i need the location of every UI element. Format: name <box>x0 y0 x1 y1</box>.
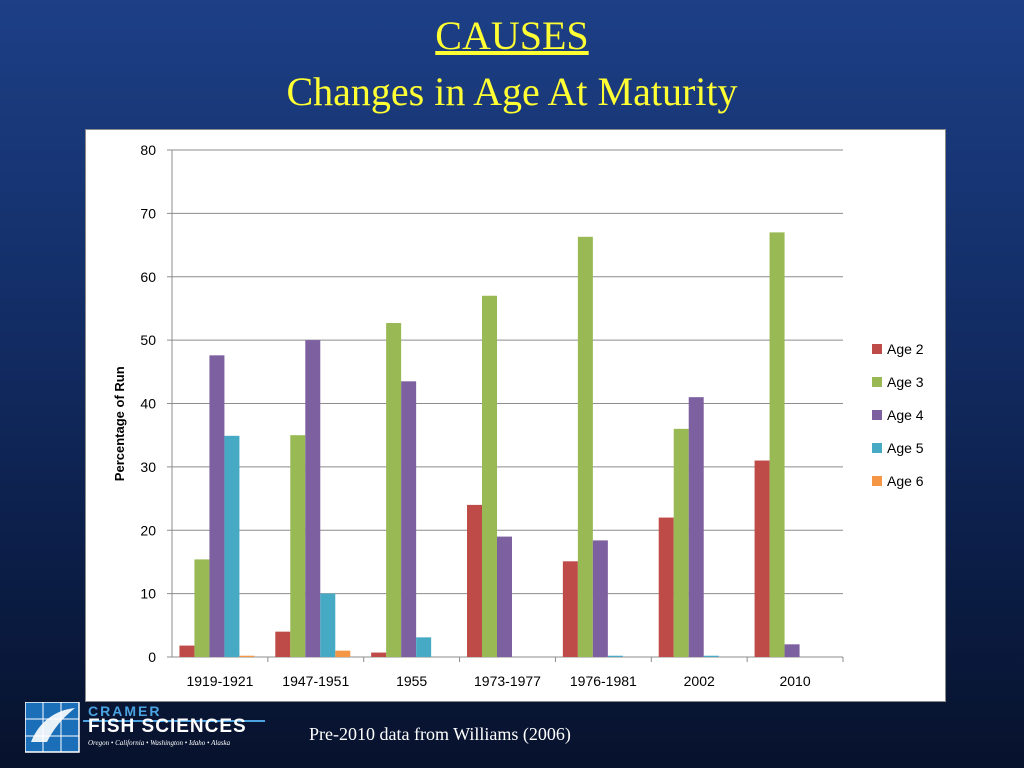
y-tick-label: 80 <box>140 142 156 158</box>
chart-frame: 0 10 20 30 40 50 60 70 80 1919-1921 1947-1951 1955 1… <box>85 129 946 702</box>
y-tick-label: 40 <box>140 396 156 412</box>
x-tick-label: 1947-1951 <box>282 673 349 689</box>
bar <box>482 295 497 657</box>
bar <box>592 540 608 657</box>
x-tick-label: 1955 <box>396 673 427 689</box>
bar <box>401 381 417 657</box>
legend-label: Age 6 <box>887 473 924 489</box>
legend-swatch <box>872 443 882 453</box>
bar <box>371 652 387 657</box>
bar <box>769 232 785 657</box>
logo-text-fish-sciences: FISH SCIENCES <box>88 716 247 737</box>
x-tick-label: 1973-1977 <box>474 673 541 689</box>
bar <box>688 397 704 657</box>
bar <box>275 631 291 657</box>
bar <box>497 536 512 657</box>
y-tick-label: 70 <box>140 205 156 221</box>
x-tick-label: 2002 <box>684 673 715 689</box>
slide-subtitle: Changes in Age At Maturity <box>286 69 738 114</box>
legend-swatch <box>872 344 882 354</box>
legend-swatch <box>872 410 882 420</box>
x-tick-label: 2010 <box>779 673 810 689</box>
bar <box>607 655 623 657</box>
bar <box>467 504 482 657</box>
bar-chart: 0 10 20 30 40 50 60 70 80 1919-1921 1947-1951 1955 1… <box>112 142 924 689</box>
legend-swatch <box>872 377 882 387</box>
legend-label: Age 4 <box>887 407 924 423</box>
bar <box>179 645 195 657</box>
bar <box>335 650 351 657</box>
y-tick-label: 20 <box>140 522 156 538</box>
bar <box>194 559 210 657</box>
bar <box>577 236 593 657</box>
source-note: Pre-2010 data from Williams (2006) <box>309 724 571 744</box>
bar <box>320 593 336 657</box>
bar <box>784 644 800 657</box>
x-tick-label: 1976-1981 <box>570 673 637 689</box>
logo-text-locations: Oregon • California • Washington • Idaho… <box>88 739 231 747</box>
bar <box>290 435 306 657</box>
y-tick-label: 50 <box>140 332 156 348</box>
bar <box>209 355 225 657</box>
y-tick-label: 30 <box>140 459 156 475</box>
bar <box>703 655 719 657</box>
bar <box>658 517 674 657</box>
y-tick-label: 0 <box>148 649 156 665</box>
legend-label: Age 5 <box>887 440 924 456</box>
legend-swatch <box>872 476 882 486</box>
bar <box>754 460 770 657</box>
bar <box>224 435 240 657</box>
bar <box>562 561 578 657</box>
bar <box>239 655 255 657</box>
y-tick-label: 60 <box>140 269 156 285</box>
legend-label: Age 3 <box>887 374 924 390</box>
bar <box>416 637 432 657</box>
x-tick-label: 1919-1921 <box>186 673 253 689</box>
legend-label: Age 2 <box>887 341 924 357</box>
cramer-fish-sciences-logo <box>25 702 265 753</box>
bar <box>305 340 321 657</box>
y-axis-label: Percentage of Run <box>112 366 127 481</box>
y-tick-label: 10 <box>140 586 156 602</box>
bar <box>386 323 402 657</box>
slide-title: CAUSES <box>435 13 589 58</box>
bar <box>673 428 689 657</box>
logo-text-cramer: CRAMER <box>88 703 162 719</box>
